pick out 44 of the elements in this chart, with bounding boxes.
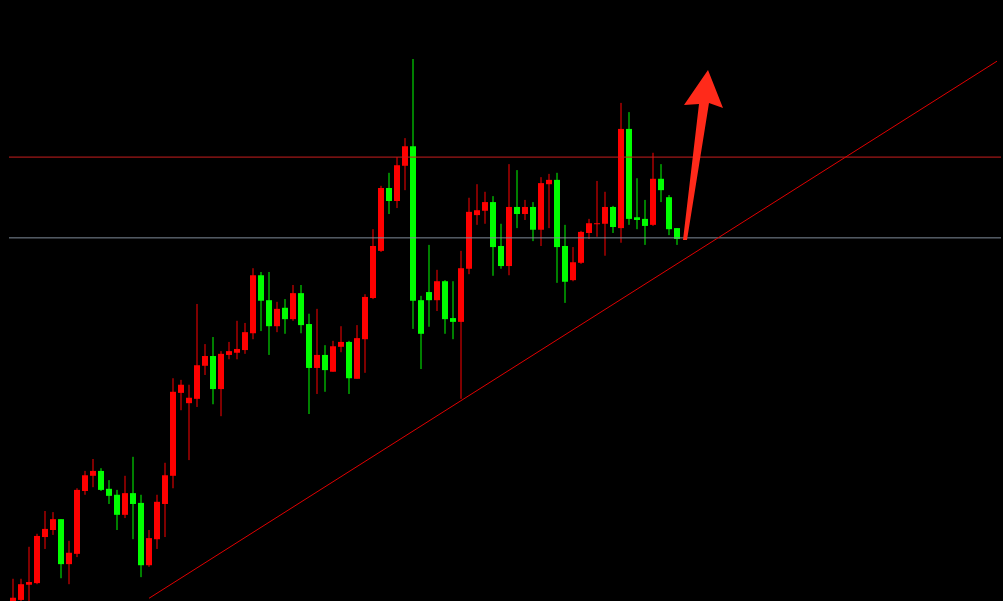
candlestick xyxy=(10,578,16,601)
candlestick xyxy=(570,246,576,282)
candlestick xyxy=(186,384,192,461)
candlestick xyxy=(450,280,456,340)
candlestick xyxy=(18,578,24,601)
candlestick xyxy=(26,546,32,601)
candlestick xyxy=(602,191,608,257)
candlestick xyxy=(386,172,392,215)
candlestick xyxy=(426,244,432,328)
candlestick xyxy=(610,205,616,234)
candlestick xyxy=(586,218,592,240)
candlestick xyxy=(234,320,240,360)
candlestick xyxy=(282,298,288,335)
candlestick xyxy=(322,344,328,393)
candlestick xyxy=(658,163,664,203)
candlestick xyxy=(226,341,232,360)
candlestick xyxy=(90,458,96,488)
candlestick xyxy=(98,467,104,492)
candlestick xyxy=(594,180,600,238)
candlestick xyxy=(482,191,488,225)
candlestick xyxy=(106,479,112,505)
candlestick xyxy=(530,201,536,242)
candlestick xyxy=(178,379,184,411)
candlestick xyxy=(634,177,640,230)
candlestick xyxy=(66,540,72,585)
candlestick xyxy=(514,169,520,229)
candlestick xyxy=(642,199,648,246)
candlestick xyxy=(546,173,552,229)
candlestick xyxy=(242,322,248,355)
candlestick xyxy=(474,183,480,226)
candlestick xyxy=(50,511,56,536)
candlestick xyxy=(274,301,280,333)
candlestick xyxy=(202,343,208,376)
candlestick xyxy=(314,308,320,395)
candlestick xyxy=(498,223,504,270)
candlestick xyxy=(434,269,440,312)
candlestick xyxy=(130,456,136,540)
candlestick xyxy=(122,475,128,519)
candlestick xyxy=(402,137,408,191)
candlestick xyxy=(338,325,344,353)
candlestick xyxy=(114,489,120,531)
candlestick xyxy=(42,510,48,550)
candlestick xyxy=(82,470,88,496)
candlestick xyxy=(522,199,528,221)
